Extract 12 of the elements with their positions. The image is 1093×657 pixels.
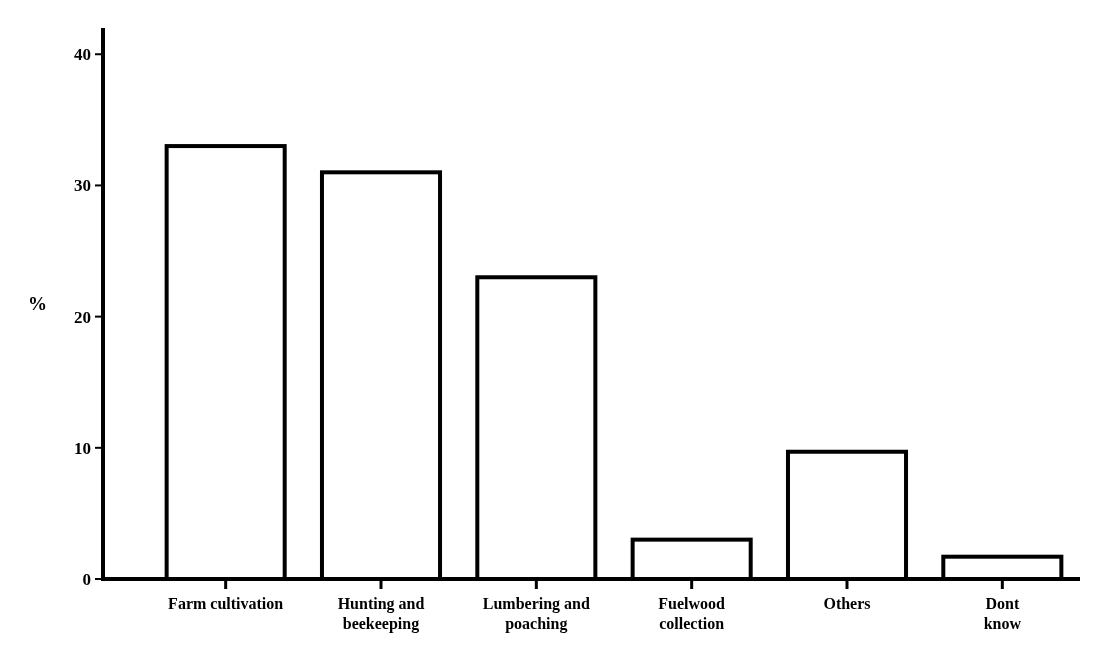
x-tick-label: Others bbox=[823, 595, 871, 612]
y-axis-title: % bbox=[28, 293, 47, 315]
y-tick-label: 10 bbox=[74, 438, 91, 458]
y-tick-label: 0 bbox=[82, 569, 91, 589]
x-tick-label: Fuelwood collection bbox=[658, 595, 726, 632]
x-tick-label: Hunting and beekeeping bbox=[337, 595, 425, 633]
x-tick-label: Lumbering and poaching bbox=[482, 595, 591, 633]
y-tick-label: 20 bbox=[74, 307, 91, 327]
y-tick-label: 40 bbox=[74, 45, 91, 65]
y-tick-label: 30 bbox=[74, 176, 91, 196]
x-tick-label: Farm cultivation bbox=[168, 595, 284, 612]
x-tick-label: Dont know bbox=[983, 595, 1022, 632]
